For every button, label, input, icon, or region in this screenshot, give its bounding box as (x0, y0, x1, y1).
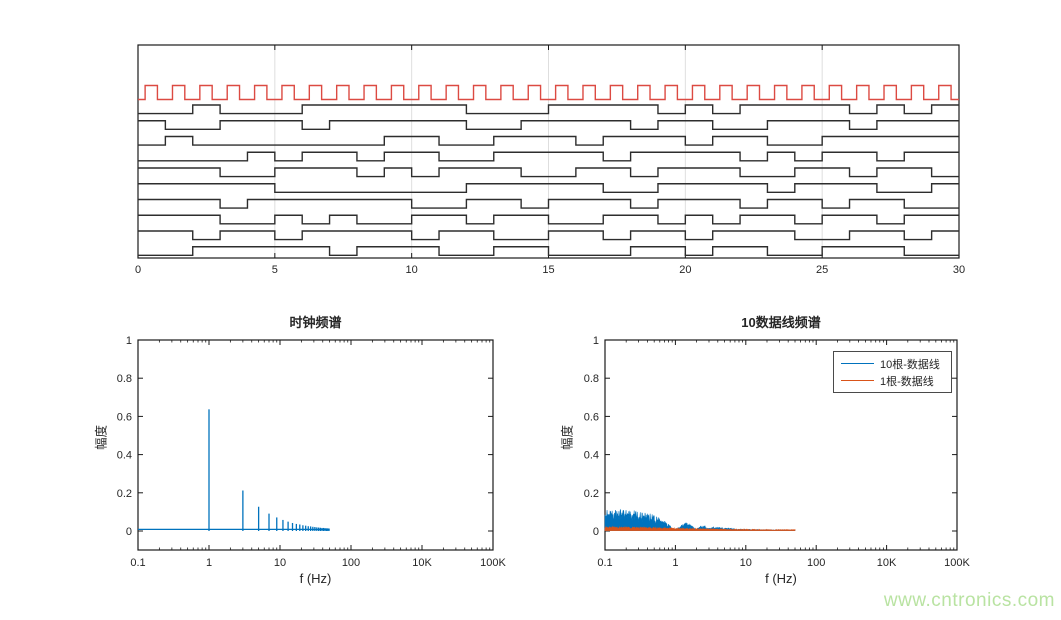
data-spectrum-title: 10数据线频谱 (741, 315, 821, 330)
data-line-7-waveform (138, 198, 959, 209)
data-line-9-waveform (138, 230, 959, 241)
data-spectrum-axes: 0.1 1 10 100 10K 100K 0 0.2 0.4 0.6 0.8 1 (584, 335, 971, 569)
y-tick-label: 0.8 (584, 373, 599, 385)
legend-entry-10-lines: 10根-数据线 (834, 355, 951, 372)
y-tick-label: 1 (593, 335, 599, 347)
blue-line-swatch (841, 363, 874, 364)
data-line-8-waveform (138, 214, 959, 225)
x-tick-label: 1 (206, 557, 212, 569)
legend-box: 10根-数据线 1根-数据线 (833, 351, 952, 393)
clock-waveform (138, 84, 959, 101)
legend-entry-1-line: 1根-数据线 (834, 372, 951, 389)
axes-box (137, 339, 494, 551)
spectrum-series-orange (604, 525, 796, 532)
y-tick-label: 0.2 (117, 488, 132, 500)
x-tick-label: 100K (480, 557, 506, 569)
clock-spectrum-title: 时钟频谱 (289, 315, 342, 330)
x-tick-label: 15 (542, 264, 554, 276)
data-line-3-waveform (138, 135, 959, 146)
y-tick-label: 0.4 (584, 450, 599, 462)
x-tick-label: 5 (272, 264, 278, 276)
orange-line-swatch (841, 380, 874, 381)
x-tick-label: 100 (342, 557, 360, 569)
x-tick-label: 20 (679, 264, 691, 276)
y-tick-label: 0.4 (117, 450, 132, 462)
x-tick-label: 0.1 (130, 557, 145, 569)
data-line-5-waveform (138, 167, 959, 178)
clock-spectrum-xlabel: f (Hz) (299, 571, 332, 586)
y-tick-label: 0 (126, 526, 132, 538)
data-line-2-waveform (138, 120, 959, 131)
x-tick-label: 10K (877, 557, 897, 569)
data-line-4-waveform (138, 151, 959, 162)
x-tick-label: 10 (406, 264, 418, 276)
data-spectrum-ylabel: 幅度 (560, 425, 575, 451)
y-tick-label: 0.2 (584, 488, 599, 500)
data-line-6-waveform (138, 183, 959, 194)
x-tick-label: 0 (135, 264, 141, 276)
clock-spectrum-ylabel: 幅度 (94, 425, 109, 451)
data-spectrum-xlabel: f (Hz) (765, 571, 797, 586)
top-waveform-panel: 0 5 10 15 20 25 30 (135, 44, 965, 276)
x-tick-label: 10K (412, 557, 432, 569)
y-tick-label: 0.6 (584, 411, 599, 423)
x-tick-label: 100K (944, 557, 970, 569)
x-tick-label: 1 (672, 557, 678, 569)
legend-label: 1根-数据线 (880, 375, 934, 388)
data-line-10-waveform (138, 246, 959, 257)
y-tick-label: 1 (126, 335, 132, 347)
x-tick-label: 100 (807, 557, 825, 569)
clock-spectrum-axes: 0.1 1 10 100 10K 100K 0 0.2 0.4 0.6 0.8 1 (117, 335, 507, 569)
watermark: www.cntronics.com (883, 590, 1055, 611)
x-tick-label: 10 (274, 557, 286, 569)
x-tick-label: 30 (953, 264, 965, 276)
y-tick-label: 0.8 (117, 373, 132, 385)
x-tick-label: 10 (740, 557, 752, 569)
y-tick-label: 0.6 (117, 411, 132, 423)
data-line-1-waveform (138, 104, 959, 115)
legend-label: 10根-数据线 (880, 358, 940, 371)
axes-box (604, 339, 958, 551)
y-tick-label: 0 (593, 526, 599, 538)
x-tick-label: 0.1 (597, 557, 612, 569)
x-tick-label: 25 (816, 264, 828, 276)
